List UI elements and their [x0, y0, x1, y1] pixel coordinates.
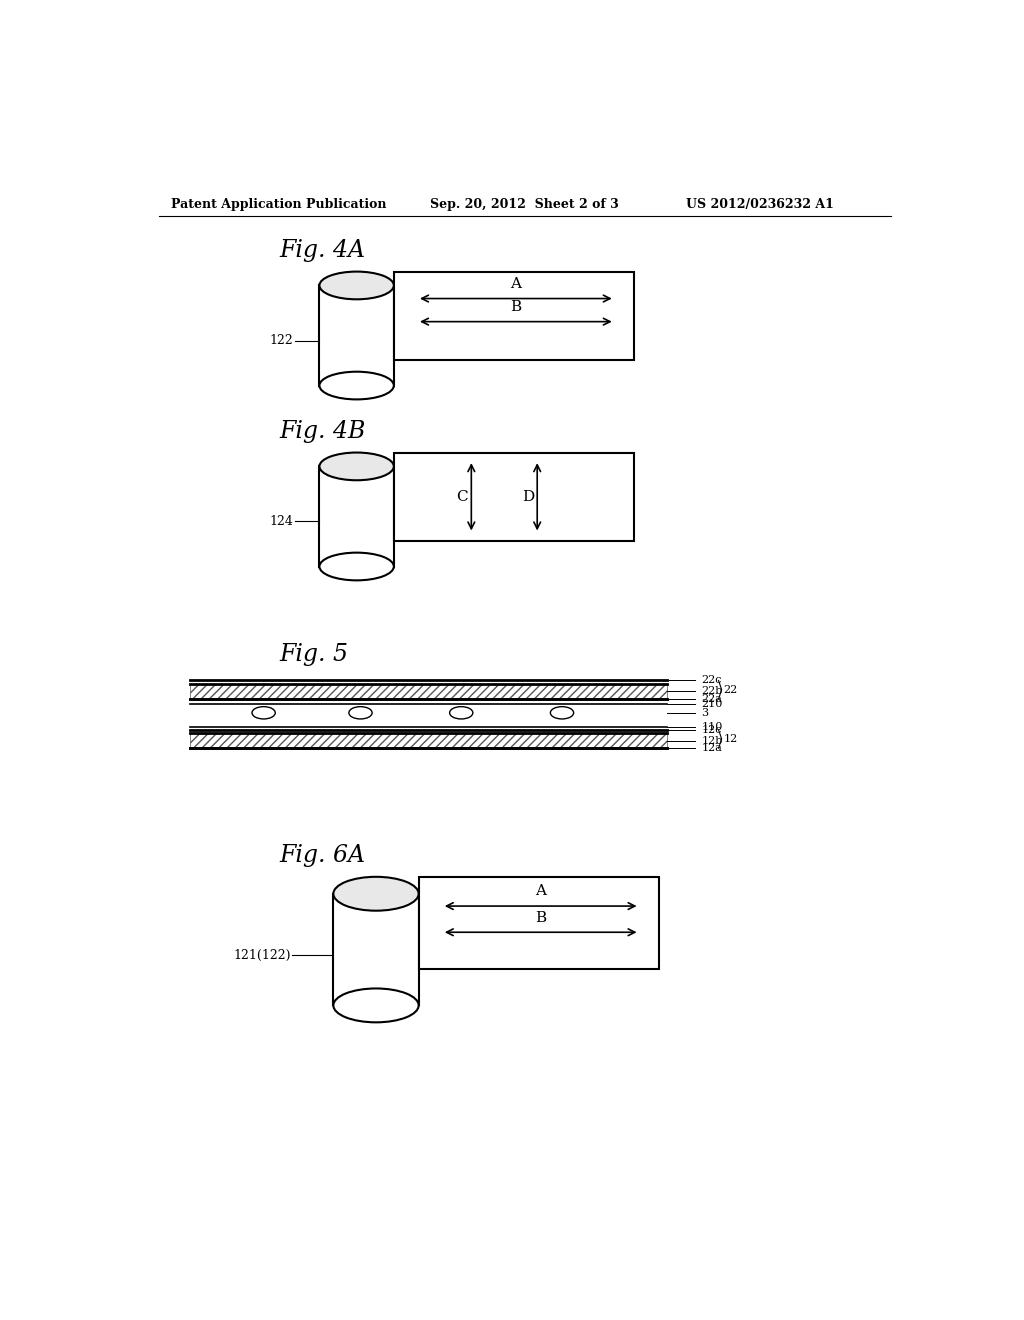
Ellipse shape [319, 372, 394, 400]
Ellipse shape [550, 706, 573, 719]
Text: 12: 12 [723, 734, 737, 744]
Text: Patent Application Publication: Patent Application Publication [171, 198, 386, 211]
Text: D: D [522, 490, 535, 504]
Text: 12a: 12a [701, 743, 722, 754]
Text: 22c: 22c [701, 676, 722, 685]
Text: 22: 22 [723, 685, 737, 694]
Text: 124: 124 [269, 515, 293, 528]
Bar [394, 453, 634, 541]
Text: A: A [536, 884, 546, 899]
Ellipse shape [334, 989, 419, 1022]
Bar [419, 876, 658, 969]
Text: US 2012/0236232 A1: US 2012/0236232 A1 [686, 198, 834, 211]
Ellipse shape [319, 272, 394, 300]
Ellipse shape [319, 453, 394, 480]
Text: 22a: 22a [701, 694, 722, 704]
Bar [190, 733, 667, 748]
Text: 210: 210 [701, 698, 723, 709]
Text: A: A [510, 277, 521, 290]
Text: 12c: 12c [701, 725, 722, 735]
Text: B: B [536, 911, 546, 924]
Text: Fig. 6A: Fig. 6A [280, 843, 366, 867]
Text: Fig. 4A: Fig. 4A [280, 239, 366, 263]
Bar [190, 684, 667, 700]
Ellipse shape [349, 706, 372, 719]
Bar [394, 272, 634, 360]
Text: C: C [457, 490, 468, 504]
Text: 110: 110 [701, 722, 723, 731]
Text: 12b: 12b [701, 735, 723, 746]
Ellipse shape [252, 706, 275, 719]
Bar [190, 733, 667, 748]
Ellipse shape [450, 706, 473, 719]
Text: Fig. 5: Fig. 5 [280, 644, 348, 667]
Text: B: B [510, 300, 521, 314]
Text: 22b: 22b [701, 686, 723, 696]
Ellipse shape [334, 876, 419, 911]
Text: Fig. 4B: Fig. 4B [280, 420, 366, 444]
Bar [190, 684, 667, 700]
Text: 122: 122 [269, 334, 293, 347]
Text: 3: 3 [701, 708, 709, 718]
Bar [334, 894, 419, 1006]
Text: Sep. 20, 2012  Sheet 2 of 3: Sep. 20, 2012 Sheet 2 of 3 [430, 198, 618, 211]
Ellipse shape [319, 553, 394, 581]
Text: 121(122): 121(122) [233, 949, 291, 962]
Bar [319, 466, 394, 566]
Bar [319, 285, 394, 385]
